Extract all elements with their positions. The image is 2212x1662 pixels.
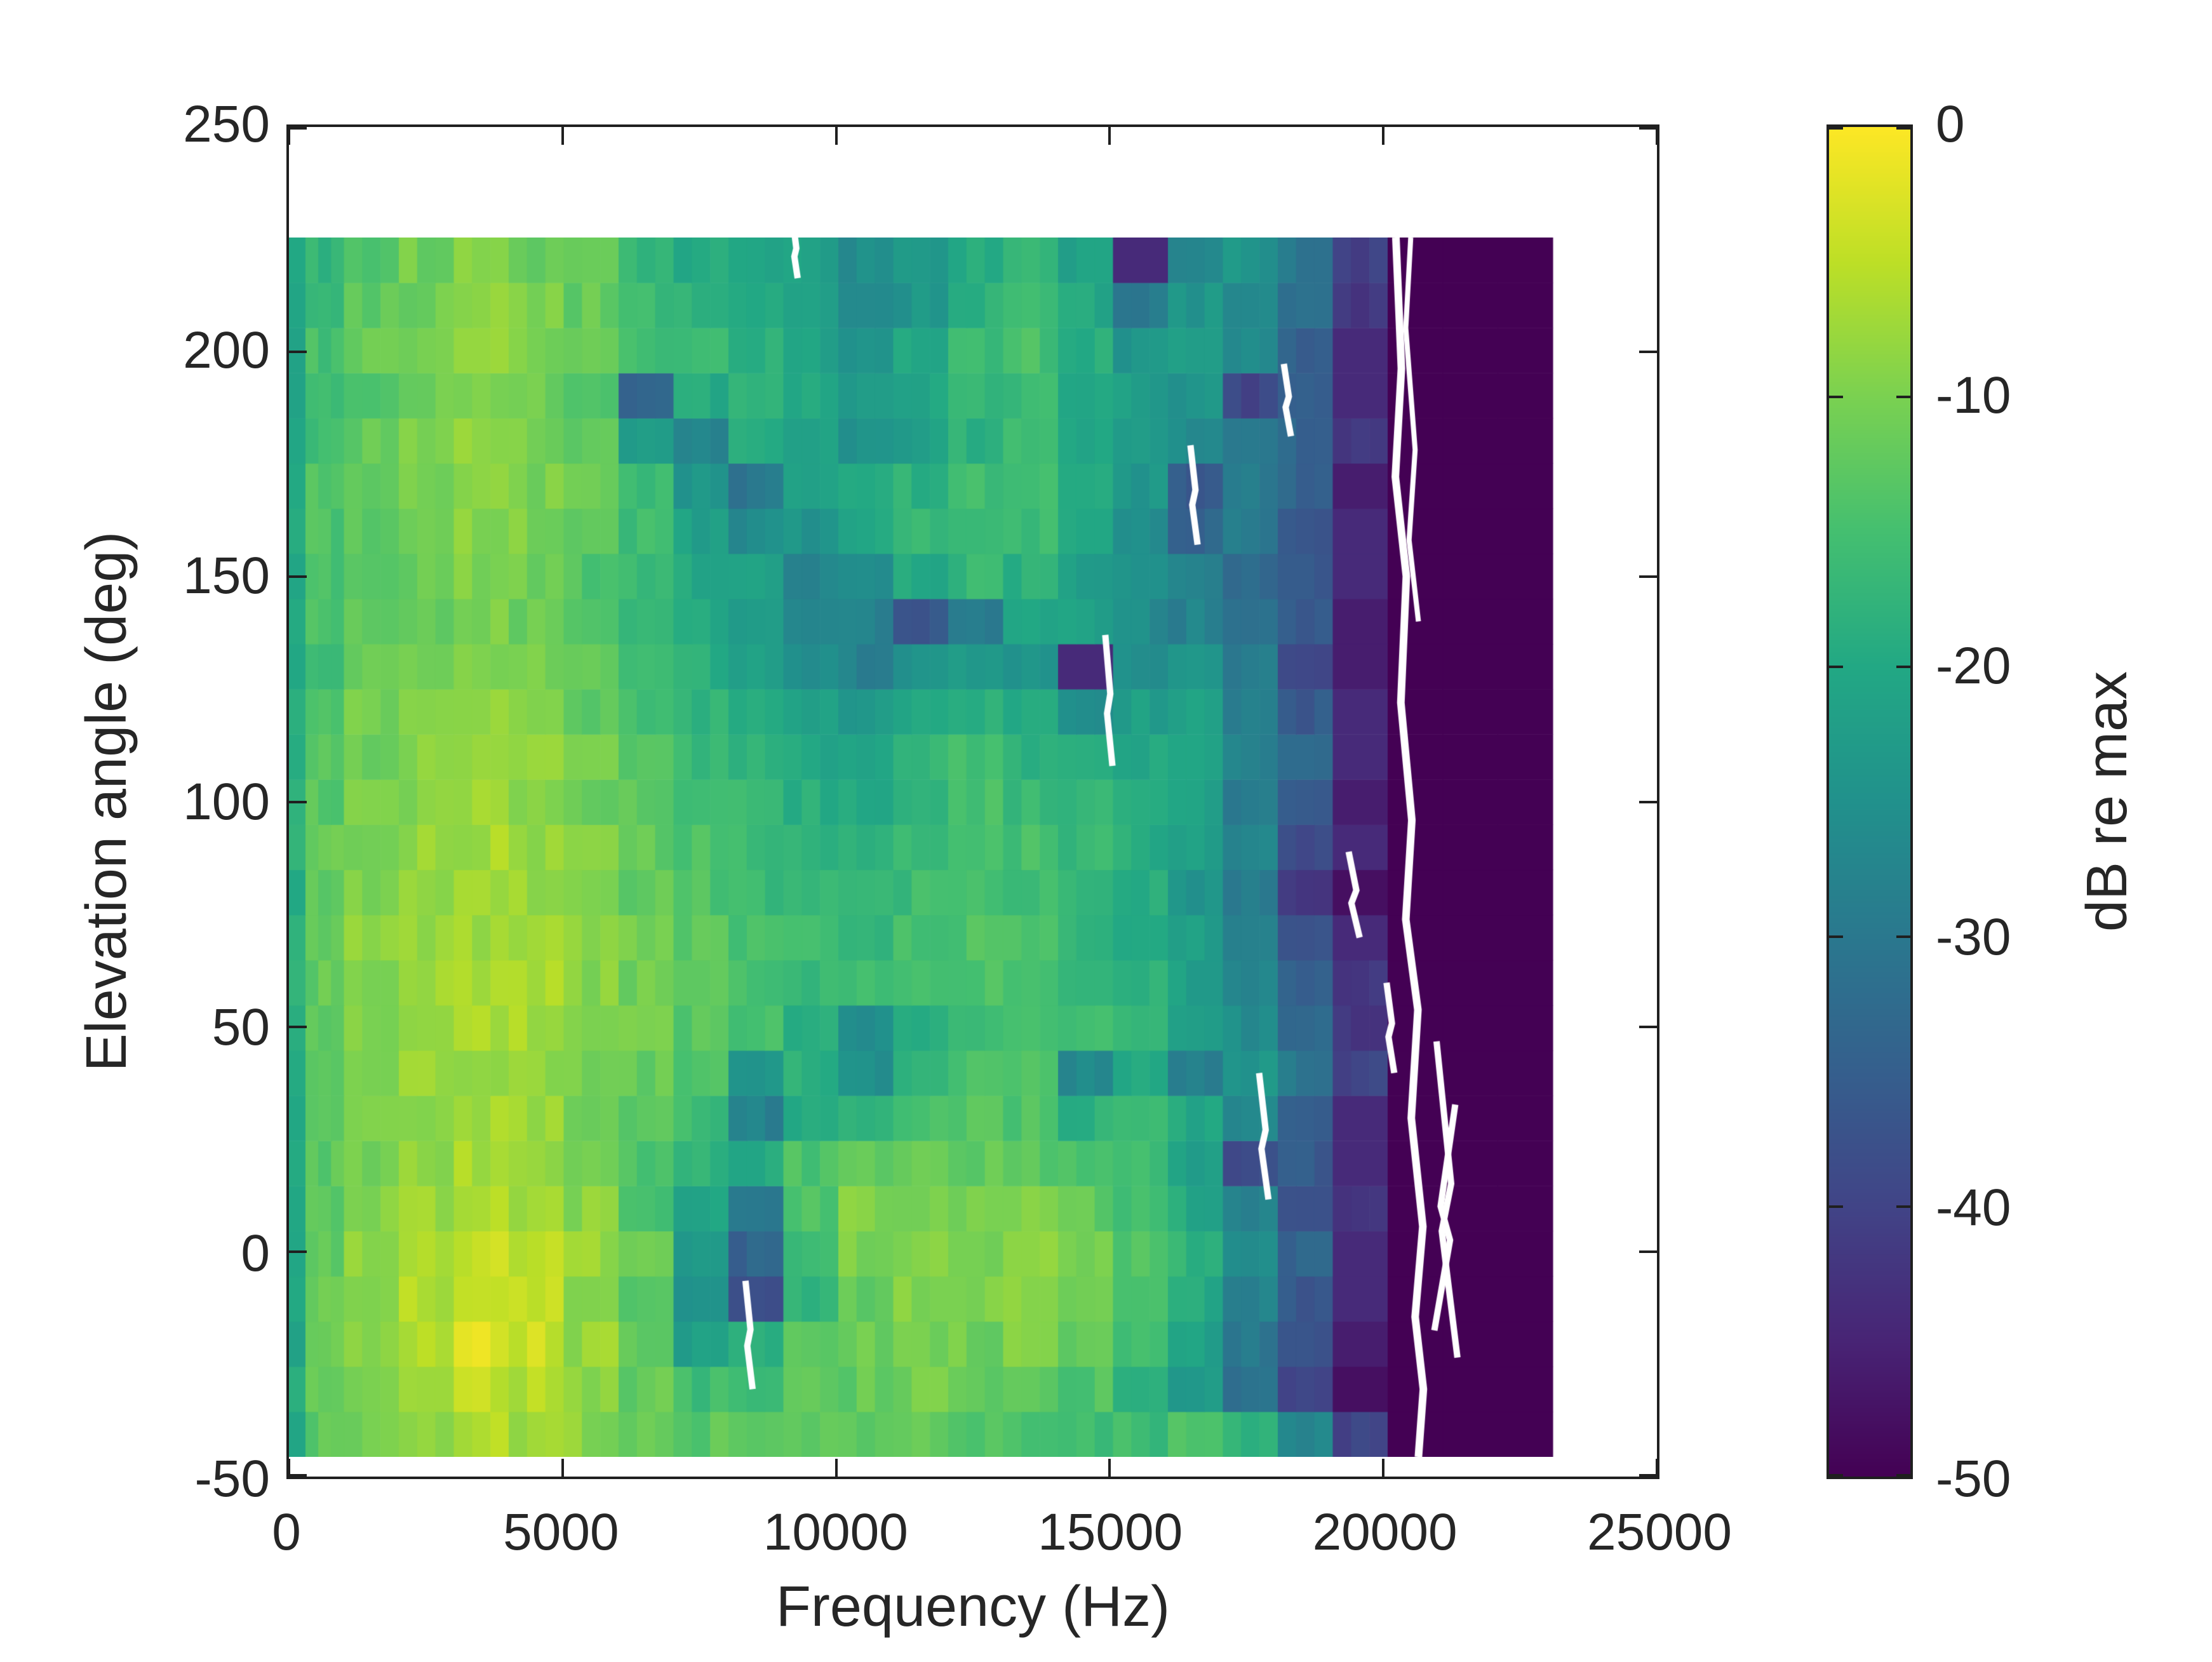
tick-mark — [1829, 396, 1843, 398]
tick-mark — [289, 1250, 307, 1253]
tick-mark — [1639, 575, 1657, 578]
x-tick-label: 20000 — [1312, 1503, 1458, 1561]
tick-mark — [1382, 1459, 1384, 1477]
colorbar-tick-label: -10 — [1936, 366, 2011, 424]
tick-mark — [288, 1459, 290, 1477]
x-tick-label: 25000 — [1586, 1503, 1733, 1561]
colorbar-gradient — [1829, 127, 1910, 1477]
tick-mark — [835, 1459, 838, 1477]
x-axis-label: Frequency (Hz) — [775, 1575, 1170, 1639]
tick-mark — [289, 1026, 307, 1028]
plot-area — [286, 124, 1659, 1479]
colorbar-label: dB re max — [2075, 671, 2139, 932]
tick-mark — [1656, 127, 1658, 145]
tick-mark — [1656, 1459, 1658, 1477]
tick-mark — [1639, 1026, 1657, 1028]
y-tick-label: 200 — [183, 321, 270, 379]
tick-mark — [1639, 351, 1657, 353]
x-tick-label: 0 — [272, 1503, 301, 1561]
y-tick-label: 0 — [241, 1224, 270, 1282]
tick-mark — [835, 127, 838, 145]
tick-mark — [561, 1459, 564, 1477]
colorbar-tick-label: -30 — [1936, 908, 2011, 966]
tick-mark — [1639, 1474, 1657, 1477]
tick-mark — [1108, 1459, 1111, 1477]
tick-mark — [1896, 666, 1910, 668]
y-tick-label: 150 — [183, 547, 270, 605]
y-tick-label: 50 — [211, 998, 270, 1056]
colorbar-tick-label: -40 — [1936, 1179, 2011, 1237]
tick-mark — [1108, 127, 1111, 145]
tick-mark — [1829, 935, 1843, 938]
tick-mark — [1896, 1205, 1910, 1208]
y-tick-label: 250 — [183, 95, 270, 153]
tick-mark — [1896, 935, 1910, 938]
tick-mark — [1829, 1205, 1843, 1208]
x-tick-label: 15000 — [1038, 1503, 1183, 1561]
y-axis-label: Elevation angle (deg) — [75, 531, 138, 1072]
tick-mark — [1829, 1474, 1843, 1477]
tick-mark — [289, 575, 307, 578]
tick-mark — [1829, 666, 1843, 668]
tick-mark — [1896, 396, 1910, 398]
tick-mark — [1639, 127, 1657, 130]
tick-mark — [1382, 127, 1384, 145]
tick-mark — [561, 127, 564, 145]
y-tick-label: -50 — [194, 1450, 270, 1508]
tick-mark — [289, 351, 307, 353]
tick-mark — [289, 1474, 307, 1477]
colorbar-tick-label: -50 — [1936, 1450, 2011, 1508]
colorbar-tick-label: 0 — [1936, 95, 1965, 153]
x-tick-label: 5000 — [503, 1503, 619, 1561]
tick-mark — [1639, 801, 1657, 803]
heatmap-surface — [289, 238, 1607, 1457]
tick-mark — [289, 127, 307, 130]
x-tick-label: 10000 — [763, 1503, 908, 1561]
colorbar — [1827, 124, 1913, 1479]
y-tick-label: 100 — [183, 772, 270, 831]
colorbar-tick-label: -20 — [1936, 637, 2011, 695]
tick-mark — [1896, 127, 1910, 130]
tick-mark — [1639, 1250, 1657, 1253]
tick-mark — [1829, 127, 1843, 130]
tick-mark — [1896, 1474, 1910, 1477]
tick-mark — [288, 127, 290, 145]
tick-mark — [289, 801, 307, 803]
